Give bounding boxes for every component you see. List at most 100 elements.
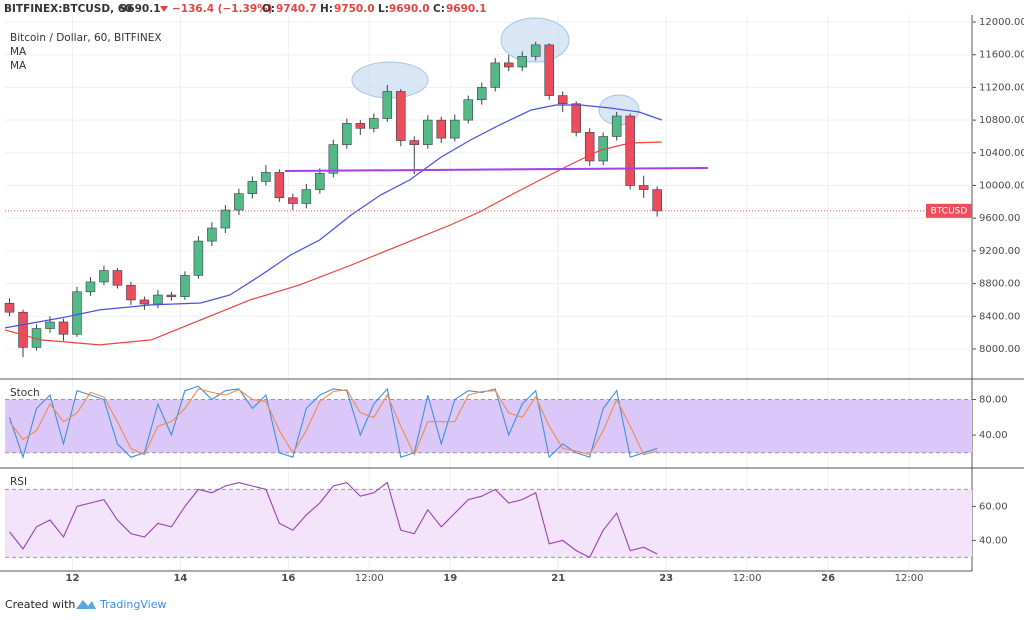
x-tick-label: 19 bbox=[443, 573, 457, 584]
candle-body bbox=[517, 56, 527, 68]
candle-body bbox=[261, 172, 271, 182]
candle-body bbox=[126, 284, 136, 301]
change: −136.4 (−1.39%) bbox=[172, 3, 273, 15]
candle-body bbox=[207, 227, 217, 242]
candle-body bbox=[652, 189, 662, 212]
y-tick-label: 40.00 bbox=[979, 430, 1008, 441]
low: 9690.0 bbox=[389, 3, 430, 15]
y-tick-label: 40.00 bbox=[979, 535, 1008, 546]
candle-body bbox=[382, 91, 393, 119]
candle-body bbox=[112, 270, 123, 286]
candle-body bbox=[166, 294, 177, 297]
pane-title: RSI bbox=[10, 476, 27, 488]
y-tick-label: 12000.00 bbox=[979, 17, 1024, 28]
symbol: BITFINEX:BTCUSD, 60 bbox=[4, 3, 132, 15]
x-tick-label: 12 bbox=[66, 573, 80, 584]
candle-body bbox=[153, 294, 163, 305]
x-tick-label: 26 bbox=[821, 573, 835, 584]
band bbox=[5, 489, 972, 558]
down-arrow bbox=[160, 6, 168, 12]
y-tick-label: 11600.00 bbox=[979, 50, 1024, 61]
x-tick-label: 12:00 bbox=[895, 573, 924, 584]
y-tick-label: 9600.00 bbox=[979, 213, 1020, 224]
neckline bbox=[284, 167, 709, 172]
candle-body bbox=[625, 115, 635, 186]
legend-title: Bitcoin / Dollar, 60, BITFINEX bbox=[10, 32, 162, 44]
indicator-line bbox=[9, 388, 658, 456]
candle-body bbox=[72, 291, 82, 335]
candle-body bbox=[85, 281, 96, 293]
candle-body bbox=[355, 123, 366, 129]
candle-body bbox=[18, 311, 28, 348]
candle-body bbox=[396, 91, 406, 141]
y-tick-label: 10800.00 bbox=[979, 115, 1024, 126]
y-tick-label: 60.00 bbox=[979, 501, 1008, 512]
x-tick-label: 16 bbox=[281, 573, 295, 584]
close-label: C: bbox=[433, 3, 445, 15]
candle-body bbox=[584, 132, 595, 162]
x-tick-label: 14 bbox=[173, 573, 187, 584]
candle-body bbox=[301, 189, 312, 204]
x-tick-label: 21 bbox=[551, 573, 565, 584]
footer-created: Created with bbox=[5, 598, 75, 611]
candle-body bbox=[328, 144, 339, 174]
high: 9750.0 bbox=[334, 3, 375, 15]
candle-body bbox=[58, 321, 69, 335]
y-tick-label: 10000.00 bbox=[979, 181, 1024, 192]
candle-body bbox=[45, 321, 55, 329]
last-price: 9690.1 bbox=[120, 3, 161, 15]
y-tick-label: 9200.00 bbox=[979, 246, 1020, 257]
candle-body bbox=[234, 193, 244, 211]
candle-body bbox=[288, 197, 298, 204]
candle-body bbox=[342, 123, 352, 145]
open-label: O: bbox=[262, 3, 275, 15]
x-tick-label: 23 bbox=[659, 573, 673, 584]
plot: MA MA Bitcoin / Dollar, 60, BITFINEX BTCUSD… bbox=[4, 32, 972, 559]
price-tag bbox=[926, 203, 972, 218]
candle-body bbox=[530, 44, 541, 57]
indicator-line bbox=[9, 481, 658, 559]
y-tick-label: 8800.00 bbox=[979, 279, 1020, 290]
pane-title: Stoch bbox=[10, 387, 40, 399]
y-tick-label: 80.00 bbox=[979, 395, 1008, 406]
legend-entry: MA bbox=[10, 46, 27, 58]
candle-body bbox=[423, 119, 433, 145]
y-tick-label: 10400.00 bbox=[979, 148, 1024, 159]
candle-body bbox=[369, 118, 379, 129]
high-label: H: bbox=[320, 3, 333, 15]
candle-body bbox=[99, 270, 109, 283]
candle-body bbox=[139, 299, 150, 305]
candle-body bbox=[180, 275, 190, 297]
footer-brand[interactable]: TradingView bbox=[99, 598, 166, 611]
x-tick-label: 12:00 bbox=[733, 573, 762, 584]
candle-body bbox=[638, 185, 649, 190]
y-tick-label: 8000.00 bbox=[979, 344, 1020, 355]
candle-body bbox=[544, 44, 554, 96]
candle-body bbox=[409, 140, 420, 145]
low-label: L: bbox=[378, 3, 389, 15]
logo bbox=[76, 600, 96, 609]
candle-body bbox=[490, 62, 500, 88]
candle-body bbox=[503, 62, 514, 68]
band bbox=[5, 399, 972, 453]
x-tick-label: 12:00 bbox=[355, 573, 384, 584]
candle-body bbox=[193, 240, 204, 276]
candle-body bbox=[477, 87, 487, 100]
candle-body bbox=[274, 172, 285, 199]
price-tag-label: BTCUSD bbox=[931, 206, 968, 216]
y-tick-label: 11200.00 bbox=[979, 82, 1024, 93]
close: 9690.1 bbox=[446, 3, 487, 15]
ma-line bbox=[4, 141, 662, 346]
panes: 12 14 16 12:00 19 21 23 12:00 26 12:00 12000.00 116… bbox=[0, 15, 1024, 584]
candle-body bbox=[450, 119, 460, 139]
candle-body bbox=[463, 99, 474, 121]
candle-body bbox=[571, 103, 581, 133]
legend-entry: MA bbox=[10, 60, 27, 72]
candle-body bbox=[247, 181, 258, 194]
candle-body bbox=[611, 115, 622, 137]
y-tick-label: 8400.00 bbox=[979, 311, 1020, 322]
open: 9740.7 bbox=[276, 3, 317, 15]
ma-line bbox=[4, 104, 662, 329]
candle-body bbox=[557, 95, 568, 105]
